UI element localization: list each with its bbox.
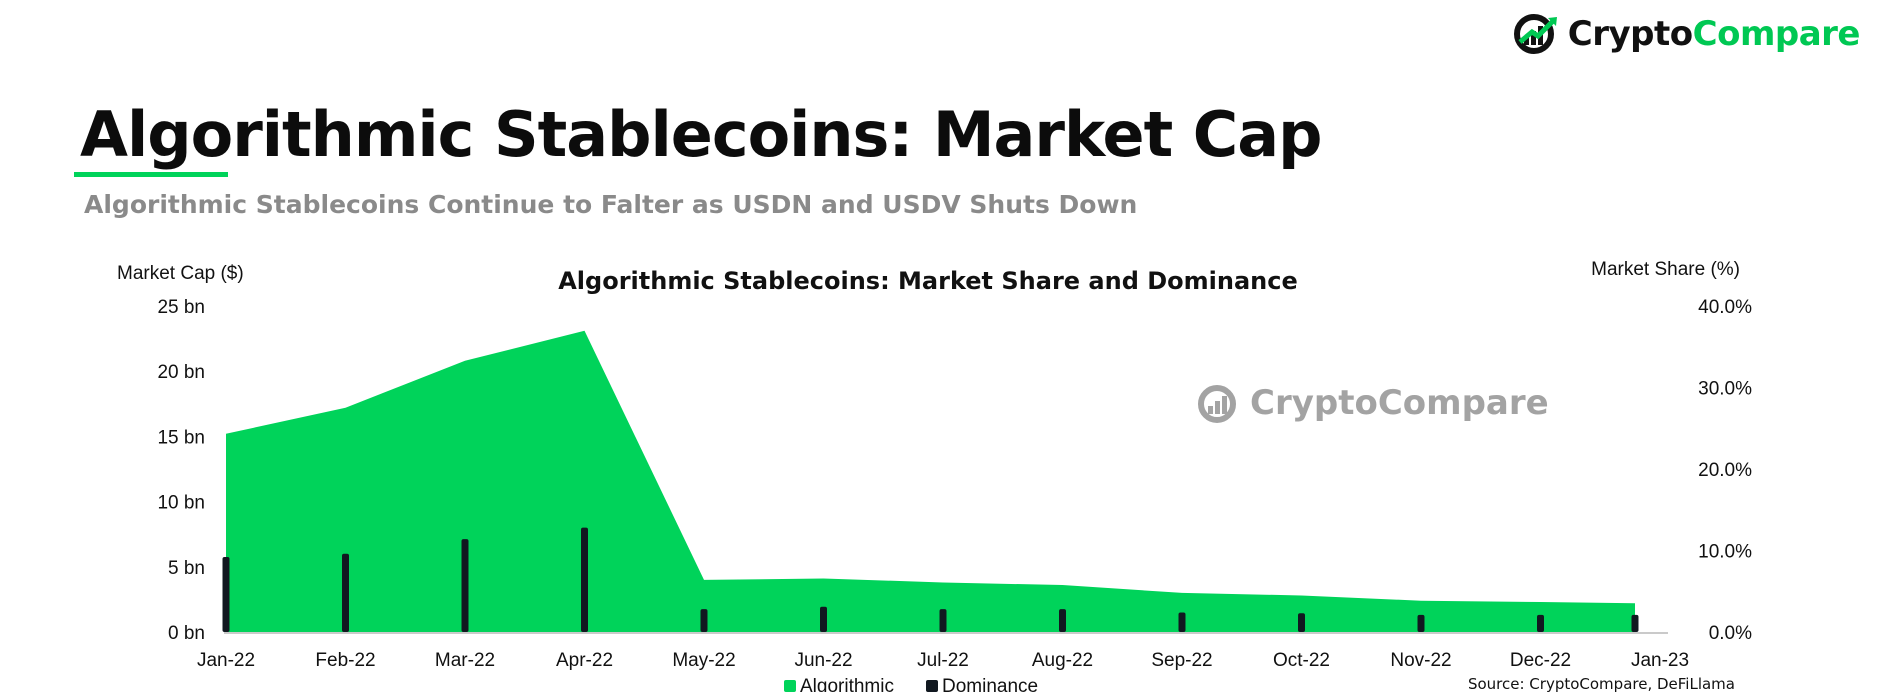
- dominance-bar: [1417, 614, 1425, 632]
- source-note: Source: CryptoCompare, DeFiLlama: [1468, 675, 1735, 692]
- x-tick-label: Oct-22: [1273, 650, 1330, 671]
- right-tick-label: 30.0%: [1698, 379, 1752, 400]
- left-tick-label: 5 bn: [168, 558, 205, 579]
- page-title: Algorithmic Stablecoins: Market Cap: [80, 98, 1323, 171]
- dominance-bar: [342, 553, 349, 632]
- legend-swatch: [926, 680, 938, 692]
- x-tick-label: Sep-22: [1151, 650, 1212, 671]
- x-tick-label: Apr-22: [556, 650, 613, 671]
- brand-name: CryptoCompare: [1567, 14, 1861, 54]
- dominance-bar: [820, 606, 827, 632]
- x-tick-label: Jun-22: [794, 650, 852, 671]
- left-axis-label: Market Cap ($): [117, 263, 244, 284]
- left-tick-label: 0 bn: [168, 623, 205, 644]
- right-tick-label: 0.0%: [1709, 623, 1752, 644]
- watermark: CryptoCompare: [1198, 383, 1549, 423]
- legend-swatch: [784, 680, 796, 692]
- algorithmic-area: [226, 330, 1635, 632]
- x-tick-label: Mar-22: [435, 650, 495, 671]
- dominance-bar: [1631, 614, 1639, 632]
- x-tick-label: Feb-22: [315, 650, 375, 671]
- brand-logo: CryptoCompare: [1510, 12, 1861, 56]
- x-axis-ticks: Jan-22 Feb-22 Mar-22 Apr-22 May-22 Jun-22 Jul-…: [197, 650, 1689, 671]
- dominance-bar: [1298, 613, 1305, 632]
- watermark-text: CryptoCompare: [1250, 383, 1549, 423]
- page-subtitle: Algorithmic Stablecoins Continue to Falt…: [84, 190, 1138, 219]
- legend-label: Dominance: [942, 676, 1038, 692]
- dominance-bar: [1537, 614, 1544, 632]
- legend: Algorithmic Dominance: [784, 676, 1038, 692]
- left-tick-label: 10 bn: [157, 493, 205, 514]
- dominance-bar: [461, 539, 469, 632]
- left-tick-label: 20 bn: [157, 362, 205, 383]
- left-tick-label: 15 bn: [157, 427, 205, 448]
- x-tick-label: Jan-22: [197, 650, 255, 671]
- x-tick-label: Nov-22: [1390, 650, 1451, 671]
- legend-label: Algorithmic: [800, 676, 894, 692]
- dominance-bar: [939, 609, 947, 632]
- title-underline: [74, 172, 228, 177]
- right-tick-label: 10.0%: [1698, 542, 1752, 563]
- right-axis-label: Market Share (%): [1591, 259, 1740, 280]
- left-axis-ticks: 0 bn 5 bn 10 bn 15 bn 20 bn 25 bn: [157, 297, 205, 644]
- right-axis-ticks: 0.0% 10.0% 20.0% 30.0% 40.0%: [1698, 297, 1752, 644]
- dominance-bar: [581, 527, 588, 632]
- dominance-bar: [1059, 609, 1066, 632]
- x-tick-label: Jul-22: [917, 650, 969, 671]
- x-tick-label: Jan-23: [1631, 650, 1689, 671]
- chart-title: Algorithmic Stablecoins: Market Share an…: [558, 267, 1298, 295]
- dominance-bar: [222, 557, 230, 632]
- left-tick-label: 25 bn: [157, 297, 205, 318]
- x-tick-label: Dec-22: [1510, 650, 1571, 671]
- crypto-compare-logo-icon: [1513, 14, 1557, 54]
- watermark-logo-icon: [1198, 385, 1236, 423]
- x-tick-label: Aug-22: [1032, 650, 1093, 671]
- plot-area: [222, 330, 1668, 634]
- right-tick-label: 20.0%: [1698, 460, 1752, 481]
- dominance-bar: [700, 609, 708, 632]
- x-tick-label: May-22: [672, 650, 735, 671]
- right-tick-label: 40.0%: [1698, 297, 1752, 318]
- dominance-bar: [1178, 612, 1186, 632]
